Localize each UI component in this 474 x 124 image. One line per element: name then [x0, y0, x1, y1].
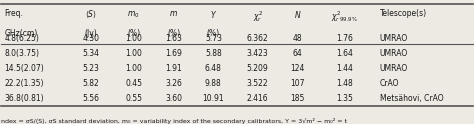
Text: 22.2(1.35): 22.2(1.35) [4, 79, 44, 88]
Text: 1.64: 1.64 [337, 49, 353, 58]
Text: 5.73: 5.73 [205, 34, 222, 43]
Text: 3.423: 3.423 [247, 49, 269, 58]
Text: UMRAO: UMRAO [380, 34, 408, 43]
Text: 4.30: 4.30 [82, 34, 99, 43]
Text: 9.88: 9.88 [205, 79, 222, 88]
Text: 14.5(2.07): 14.5(2.07) [4, 64, 44, 73]
Text: ndex = σS/⟨S⟩, σS standard deviation, m₀ = variability index of the secondary ca: ndex = σS/⟨S⟩, σS standard deviation, m₀… [0, 118, 346, 124]
Text: Telescope(s): Telescope(s) [380, 9, 427, 18]
Text: 5.82: 5.82 [82, 79, 99, 88]
Text: 5.23: 5.23 [82, 64, 99, 73]
Text: 3.60: 3.60 [165, 94, 182, 103]
Text: UMRAO: UMRAO [380, 64, 408, 73]
Text: CrAO: CrAO [380, 79, 399, 88]
Text: 0.45: 0.45 [125, 79, 142, 88]
Text: 3.522: 3.522 [247, 79, 268, 88]
Text: 124: 124 [291, 64, 305, 73]
Text: 6.48: 6.48 [205, 64, 222, 73]
Text: 5.209: 5.209 [247, 64, 269, 73]
Text: 1.76: 1.76 [337, 34, 353, 43]
Text: 0.55: 0.55 [125, 94, 142, 103]
Text: 1.44: 1.44 [337, 64, 353, 73]
Text: (%): (%) [167, 29, 180, 38]
Text: $\langle S\rangle$: $\langle S\rangle$ [85, 9, 97, 20]
Text: (%): (%) [207, 29, 220, 38]
Text: 185: 185 [291, 94, 305, 103]
Text: 64: 64 [292, 49, 302, 58]
Text: 5.56: 5.56 [82, 94, 99, 103]
Text: $N$: $N$ [294, 9, 301, 20]
Text: $\chi^2_{r\;99.9\%}$: $\chi^2_{r\;99.9\%}$ [331, 9, 358, 24]
Text: 107: 107 [290, 79, 305, 88]
Text: Metsähovi, CrAO: Metsähovi, CrAO [380, 94, 443, 103]
Text: 2.416: 2.416 [247, 94, 268, 103]
Text: 3.26: 3.26 [165, 79, 182, 88]
Text: (Jy): (Jy) [84, 29, 97, 38]
Text: $Y$: $Y$ [210, 9, 217, 20]
Text: 1.63: 1.63 [165, 34, 182, 43]
Text: UMRAO: UMRAO [380, 49, 408, 58]
Text: 1.69: 1.69 [165, 49, 182, 58]
Text: 1.91: 1.91 [165, 64, 182, 73]
Text: 8.0(3.75): 8.0(3.75) [4, 49, 39, 58]
Text: Freq.: Freq. [4, 9, 23, 18]
Text: (%): (%) [127, 29, 140, 38]
Text: 1.35: 1.35 [337, 94, 353, 103]
Text: 1.00: 1.00 [125, 64, 142, 73]
Text: 6.362: 6.362 [247, 34, 269, 43]
Text: 5.88: 5.88 [205, 49, 222, 58]
Text: 1.48: 1.48 [337, 79, 353, 88]
Text: 10.91: 10.91 [202, 94, 224, 103]
Text: $m$: $m$ [169, 9, 178, 18]
Text: $\chi^2_r$: $\chi^2_r$ [253, 9, 263, 24]
Text: 36.8(0.81): 36.8(0.81) [4, 94, 44, 103]
Text: 5.34: 5.34 [82, 49, 99, 58]
Text: $m_0$: $m_0$ [128, 9, 140, 20]
Text: 1.00: 1.00 [125, 49, 142, 58]
Text: 48: 48 [293, 34, 302, 43]
Text: 4.8(6.25): 4.8(6.25) [4, 34, 39, 43]
Text: GHz(cm): GHz(cm) [4, 29, 38, 38]
Text: 1.00: 1.00 [125, 34, 142, 43]
